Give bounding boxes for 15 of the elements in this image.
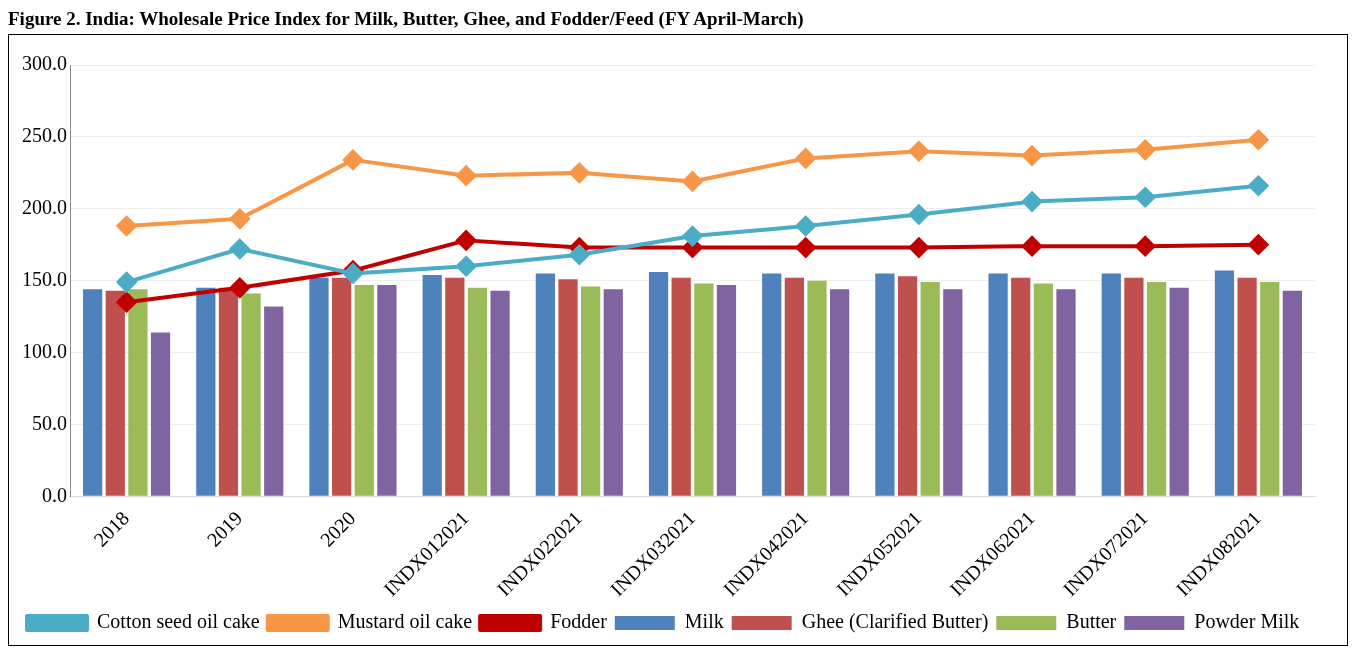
legend-label: Ghee (Clarified Butter) (801, 610, 989, 634)
y-tick-label: 250.0 (22, 124, 67, 147)
y-tick-label: 50.0 (32, 411, 67, 434)
legend-label: Mustard oil cake (337, 610, 473, 633)
chart-title: Figure 2. India: Wholesale Price Index for Milk, Butter, Ghee, and Fodder/Feed (FY April-March) (8, 8, 805, 30)
y-tick-label: 0.0 (42, 483, 67, 506)
legend-label: Fodder (550, 610, 608, 633)
legend-label: Cotton seed oil cake (97, 610, 260, 633)
y-tick-label: 300.0 (22, 52, 67, 75)
y-tick-label: 200.0 (22, 196, 67, 218)
legend-label: Powder Milk (1194, 610, 1300, 633)
y-tick-label: 150.0 (22, 267, 67, 290)
legend-label: Milk (684, 610, 724, 633)
y-tick-label: 100.0 (22, 339, 67, 362)
legend-label: Butter (1066, 610, 1117, 633)
